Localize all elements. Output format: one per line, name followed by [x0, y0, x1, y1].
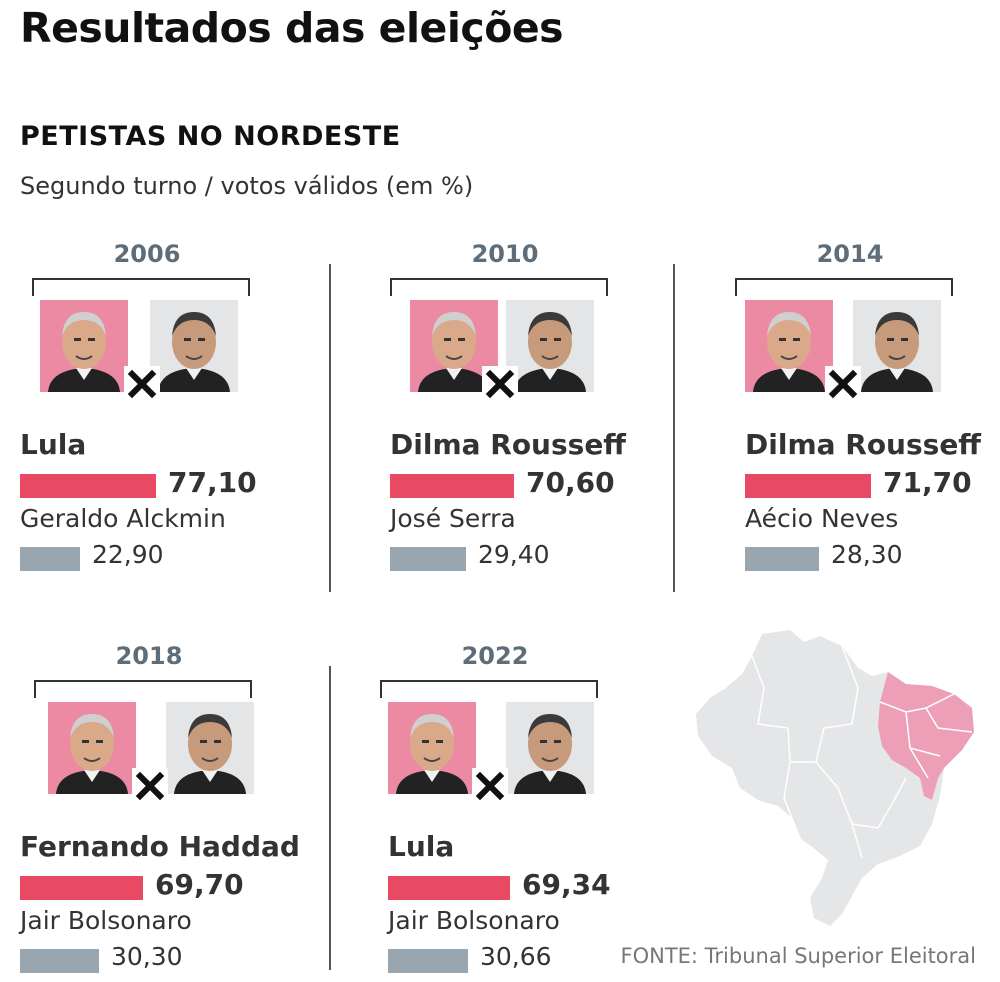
source-note: FONTE: Tribunal Superior Eleitoral — [620, 944, 977, 968]
matchup-bracket — [380, 680, 598, 698]
loser-bar — [20, 547, 80, 571]
winner-name: Fernando Haddad — [20, 830, 300, 863]
winner-bar — [20, 876, 143, 900]
winner-photo — [40, 300, 128, 392]
winner-photo — [388, 702, 476, 794]
divider-line — [673, 264, 675, 592]
election-panel-2010: 2010 Dilma Rousseff 70,60 José Serra 29,40 — [390, 240, 690, 580]
winner-name: Dilma Rousseff — [745, 428, 981, 461]
matchup-bracket — [34, 680, 252, 698]
loser-bar — [20, 949, 99, 973]
versus-cross-icon — [124, 366, 160, 402]
election-panel-2018: 2018 Fernando Haddad 69,70 Jair Bolsonaro 30… — [20, 642, 320, 982]
winner-value-label: 71,70 — [883, 466, 972, 499]
loser-bar — [390, 547, 466, 571]
election-year: 2010 — [471, 240, 539, 268]
winner-name: Lula — [20, 428, 87, 461]
winner-name: Lula — [388, 830, 455, 863]
loser-name: Jair Bolsonaro — [20, 906, 192, 935]
loser-photo — [506, 300, 594, 392]
election-panel-2006: 2006 Lula 77,10 Geraldo Alckmin 22,90 — [20, 240, 320, 580]
winner-bar — [745, 474, 871, 498]
chart-subtitle: Segundo turno / votos válidos (em %) — [20, 172, 474, 200]
page-title: Resultados das eleições — [20, 4, 564, 52]
loser-photo — [166, 702, 254, 794]
versus-cross-icon — [472, 768, 508, 804]
election-year: 2006 — [113, 240, 181, 268]
section-heading: PETISTAS NO NORDESTE — [20, 121, 401, 152]
loser-value-label: 28,30 — [831, 540, 903, 569]
loser-photo — [853, 300, 941, 392]
loser-bar — [745, 547, 819, 571]
loser-value-label: 29,40 — [478, 540, 550, 569]
winner-value-label: 69,34 — [522, 868, 611, 901]
winner-photo — [48, 702, 136, 794]
winner-bar — [20, 474, 156, 498]
winner-value-label: 77,10 — [168, 466, 257, 499]
matchup-bracket — [735, 278, 953, 296]
matchup-bracket — [32, 278, 250, 296]
election-panel-2022: 2022 Lula 69,34 Jair Bolsonaro 30,66 — [380, 642, 688, 982]
loser-name: Jair Bolsonaro — [388, 906, 560, 935]
brazil-map — [696, 630, 974, 926]
loser-value-label: 22,90 — [92, 540, 164, 569]
winner-bar — [390, 474, 514, 498]
matchup-bracket — [390, 278, 608, 296]
divider-line — [329, 666, 331, 970]
state-borders — [751, 645, 973, 859]
northeast-region — [878, 672, 974, 800]
loser-name: José Serra — [390, 504, 516, 533]
loser-value-label: 30,66 — [480, 942, 552, 971]
winner-value-label: 69,70 — [155, 868, 244, 901]
loser-photo — [506, 702, 594, 794]
winner-name: Dilma Rousseff — [390, 428, 626, 461]
versus-cross-icon — [132, 768, 168, 804]
loser-name: Aécio Neves — [745, 504, 899, 533]
loser-value-label: 30,30 — [111, 942, 183, 971]
versus-cross-icon — [825, 366, 861, 402]
versus-cross-icon — [482, 366, 518, 402]
winner-photo — [745, 300, 833, 392]
divider-line — [329, 264, 331, 592]
election-panel-2014: 2014 Dilma Rousseff 71,70 Aécio Neves 28,30 — [735, 240, 1000, 580]
winner-bar — [388, 876, 510, 900]
loser-photo — [150, 300, 238, 392]
election-year: 2022 — [461, 642, 529, 670]
loser-name: Geraldo Alckmin — [20, 504, 226, 533]
election-year: 2018 — [115, 642, 183, 670]
election-year: 2014 — [816, 240, 884, 268]
winner-value-label: 70,60 — [526, 466, 615, 499]
loser-bar — [388, 949, 468, 973]
